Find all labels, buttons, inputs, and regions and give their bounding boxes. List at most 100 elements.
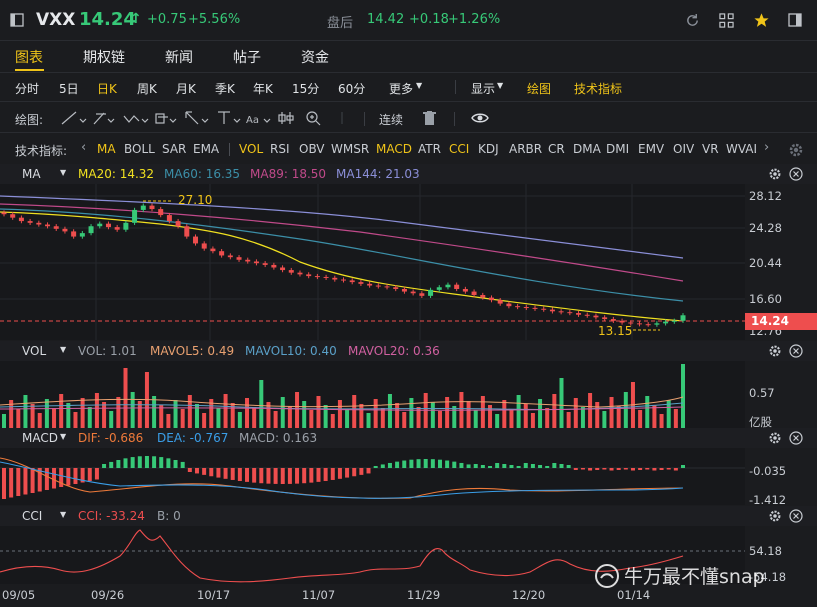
indicator-settings-gear-icon[interactable]	[787, 141, 805, 159]
tab-funds[interactable]: 资金	[301, 50, 329, 66]
volume-bar	[180, 409, 185, 428]
volume-axis: 0.57 亿股	[745, 361, 817, 429]
tab-chart-underline	[15, 69, 44, 71]
candle-body	[532, 307, 538, 309]
date-axis: 09/05 09/26 10/17 11/07 11/29 12/20 01/1…	[0, 584, 817, 607]
watermark-logo-icon	[595, 563, 619, 588]
indicator-rsi[interactable]: RSI	[270, 142, 290, 156]
indicator-dmi[interactable]: DMI	[606, 142, 630, 156]
display-menu[interactable]: 显示	[471, 82, 496, 96]
macd-bar	[94, 468, 99, 480]
tab-news[interactable]: 新闻	[165, 50, 193, 66]
date-tick: 12/20	[512, 588, 546, 602]
period-yearly[interactable]: 年K	[253, 82, 273, 96]
candle-body	[297, 272, 303, 275]
candle-body	[584, 314, 590, 316]
macd-bar	[602, 468, 607, 470]
indicator-wmsr[interactable]: WMSR	[331, 142, 370, 156]
indicators-menu[interactable]: 技术指标	[574, 82, 623, 96]
volume-chart-area[interactable]	[0, 361, 745, 428]
indicator-cci[interactable]: CCI	[449, 142, 470, 156]
macd-chart-area[interactable]	[0, 448, 745, 505]
period-5day[interactable]: 5日	[59, 82, 79, 96]
vol-dropdown-icon[interactable]: ▼	[60, 345, 67, 354]
indicator-arbr[interactable]: ARBR	[509, 142, 543, 156]
volume-bar	[2, 414, 6, 428]
macd-dropdown-icon[interactable]: ▼	[60, 432, 67, 441]
period-15min[interactable]: 15分	[292, 82, 320, 96]
indicator-ema[interactable]: EMA	[193, 142, 220, 156]
macd-bar	[516, 466, 521, 468]
volume-bar	[16, 409, 21, 428]
cci-close-icon[interactable]	[787, 506, 805, 526]
macd-bar	[30, 468, 35, 493]
indicator-boll[interactable]: BOLL	[124, 142, 155, 156]
indicator-cr[interactable]: CR	[548, 142, 565, 156]
period-intraday[interactable]: 分时	[15, 82, 40, 96]
vol-settings-gear-icon[interactable]	[766, 341, 784, 361]
ma-settings-gear-icon[interactable]	[766, 164, 784, 184]
panel-toggle-icon[interactable]	[787, 12, 803, 28]
indicator-scroll-left-icon[interactable]: ‹	[81, 140, 87, 155]
macd-close-icon[interactable]	[787, 428, 805, 448]
continuous-draw-toggle[interactable]: 连续	[379, 113, 404, 127]
macd-bar	[259, 468, 264, 484]
indicator-vol[interactable]: VOL	[239, 142, 264, 156]
macd-bar	[573, 468, 578, 470]
eye-visibility-icon[interactable]	[470, 110, 490, 126]
tab-posts[interactable]: 帖子	[233, 50, 261, 66]
refresh-icon[interactable]	[684, 12, 700, 28]
macd-bar	[295, 468, 300, 484]
ma-close-icon[interactable]	[787, 164, 805, 184]
candle-body	[123, 222, 129, 230]
period-monthly[interactable]: 月K	[176, 82, 196, 96]
candle-body	[149, 205, 155, 210]
volume-bar	[359, 404, 364, 428]
draw-menu[interactable]: 绘图	[527, 82, 552, 96]
candle-body	[210, 248, 216, 252]
indicator-vr[interactable]: VR	[702, 142, 719, 156]
candle-body	[663, 321, 669, 324]
grid-layout-icon[interactable]	[718, 12, 734, 28]
indicator-wval[interactable]: WVAL	[726, 142, 756, 156]
period-daily[interactable]: 日K	[97, 82, 117, 96]
macd-settings-gear-icon[interactable]	[766, 428, 784, 448]
vol-close-icon[interactable]	[787, 341, 805, 361]
period-weekly[interactable]: 周K	[137, 82, 157, 96]
price-chart-area[interactable]: 27.10 13.15	[0, 184, 745, 340]
sidebar-toggle-icon[interactable]	[10, 12, 24, 28]
volume-bar	[173, 400, 178, 428]
volume-bar	[159, 405, 164, 428]
cci-chart-area[interactable]	[0, 526, 745, 584]
draw-tools-icons[interactable]: Aa	[58, 108, 378, 128]
period-60min[interactable]: 60分	[338, 82, 366, 96]
tab-options-chain[interactable]: 期权链	[83, 50, 125, 66]
trash-icon[interactable]	[421, 110, 437, 126]
indicator-kdj[interactable]: KDJ	[478, 142, 499, 156]
indicator-obv[interactable]: OBV	[299, 142, 325, 156]
favorite-star-icon[interactable]	[752, 11, 770, 29]
indicator-sar[interactable]: SAR	[162, 142, 187, 156]
indicator-ma[interactable]: MA	[97, 142, 116, 156]
volume-bar	[109, 411, 114, 428]
macd-bar	[52, 468, 57, 489]
candle-body	[410, 291, 416, 294]
volume-bar	[666, 400, 671, 428]
macd-bar	[673, 468, 678, 471]
tab-chart[interactable]: 图表	[15, 50, 43, 66]
low-price-label: 13.15	[598, 324, 633, 338]
indicator-oiv[interactable]: OIV	[673, 142, 695, 156]
period-more[interactable]: 更多	[389, 82, 414, 96]
cci-settings-gear-icon[interactable]	[766, 506, 784, 526]
indicator-emv[interactable]: EMV	[638, 142, 665, 156]
price-tick: 20.44	[749, 256, 782, 270]
indicator-scroll-right-icon[interactable]: ›	[764, 140, 770, 155]
cci-dropdown-icon[interactable]: ▼	[60, 510, 67, 519]
indicator-macd[interactable]: MACD	[376, 142, 412, 156]
ma-dropdown-icon[interactable]: ▼	[60, 168, 67, 177]
volume-bar	[409, 398, 414, 428]
ma20-value: MA20: 14.32	[78, 167, 155, 181]
indicator-atr[interactable]: ATR	[418, 142, 441, 156]
period-quarterly[interactable]: 季K	[215, 82, 235, 96]
indicator-dma[interactable]: DMA	[573, 142, 601, 156]
